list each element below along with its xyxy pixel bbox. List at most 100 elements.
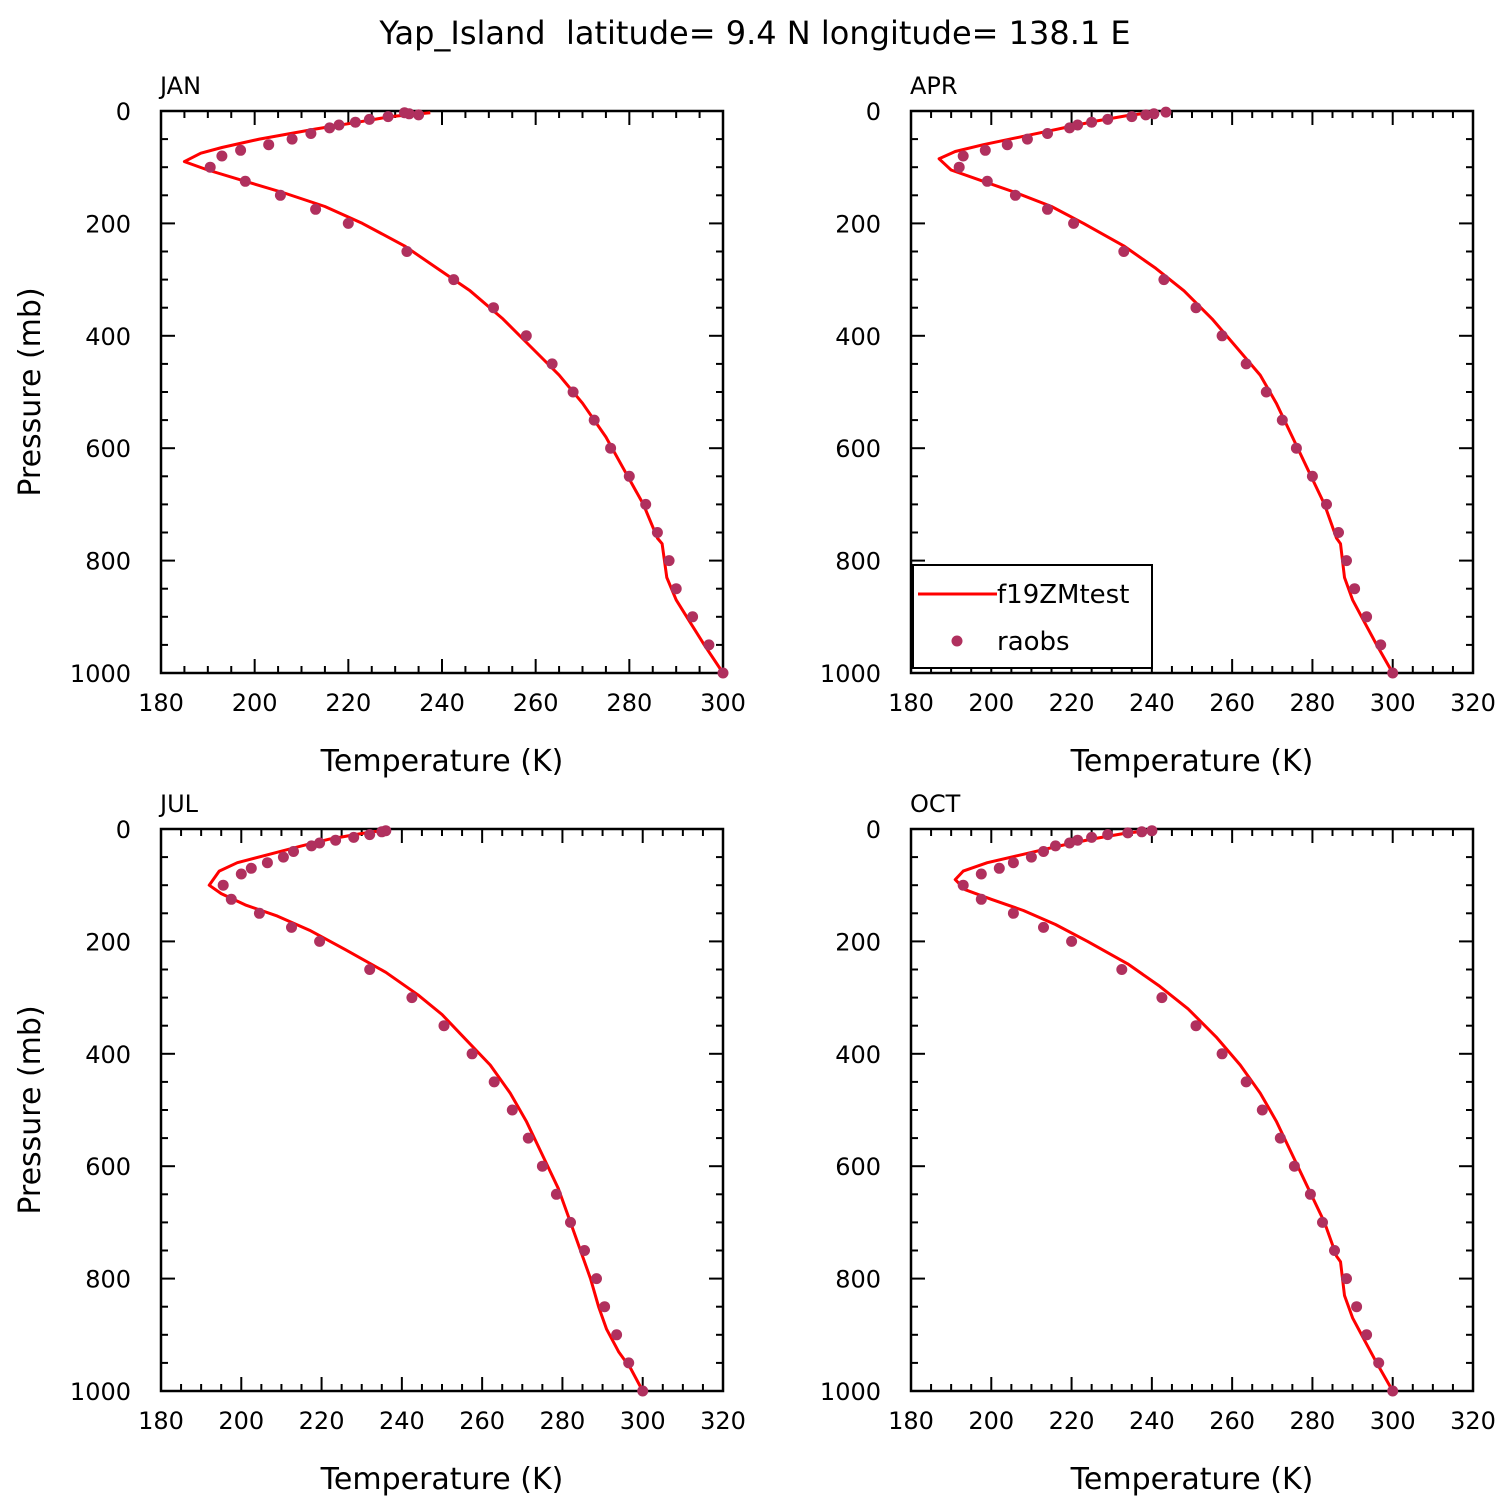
raobs-point (217, 879, 229, 891)
raobs-point (314, 935, 326, 947)
y-tick-label: 200 (835, 928, 881, 956)
y-tick-label: 0 (866, 98, 881, 126)
raobs-point (1349, 583, 1361, 595)
y-tick-label: 800 (85, 548, 131, 576)
raobs-point (588, 414, 600, 426)
series-line-f19ZMtest (207, 828, 645, 1392)
x-tick-label: 200 (218, 1407, 264, 1435)
raobs-point (1001, 139, 1013, 151)
y-tick-label: 400 (835, 323, 881, 351)
raobs-point (1086, 831, 1098, 843)
y-tick-label: 400 (85, 1041, 131, 1069)
figure-title: Yap_Island latitude= 9.4 N longitude= 13… (378, 14, 1130, 52)
x-axis-label: Temperature (K) (1070, 744, 1314, 779)
panel-label: JUL (158, 790, 199, 818)
raobs-point (1190, 302, 1202, 314)
raobs-point (324, 122, 336, 134)
raobs-point (342, 217, 354, 229)
raobs-point (565, 1216, 576, 1228)
raobs-point (364, 829, 376, 841)
y-tick-label: 600 (85, 1153, 131, 1181)
raobs-point (1341, 555, 1352, 567)
raobs-point (235, 144, 247, 156)
raobs-point (253, 907, 265, 919)
raobs-point (1306, 470, 1318, 482)
raobs-point (1375, 639, 1387, 651)
raobs-point (975, 868, 987, 880)
y-tick-label: 200 (85, 928, 131, 956)
raobs-point (1025, 851, 1037, 863)
raobs-point (1009, 189, 1021, 201)
raobs-point (263, 139, 275, 151)
raobs-point (1038, 846, 1049, 857)
legend-label-model: f19ZMtest (997, 580, 1129, 610)
raobs-point (670, 583, 682, 595)
panel-label: OCT (910, 790, 961, 818)
raobs-point (204, 161, 216, 173)
raobs-point (363, 113, 375, 125)
x-tick-label: 280 (1290, 689, 1336, 717)
x-tick-label: 300 (620, 1407, 666, 1435)
raobs-point (413, 109, 425, 121)
raobs-point (1007, 857, 1019, 869)
raobs-point (305, 128, 317, 139)
raobs-point (957, 879, 969, 891)
raobs-point (488, 1076, 500, 1088)
legend: f19ZMtest raobs (912, 564, 1153, 669)
x-tick-label: 220 (1049, 689, 1095, 717)
raobs-point (1216, 1048, 1228, 1060)
raobs-point (1321, 498, 1332, 510)
y-tick-label: 0 (116, 816, 131, 844)
raobs-point (310, 203, 322, 215)
y-axis-label: Pressure (mb) (13, 287, 48, 496)
plot-frame (909, 109, 1475, 675)
raobs-point (1066, 935, 1078, 947)
y-tick-label: 400 (835, 1041, 881, 1069)
y-tick-label: 800 (835, 1266, 881, 1294)
raobs-point (1361, 611, 1373, 623)
raobs-point (599, 1301, 611, 1313)
plot-frame (159, 109, 725, 675)
raobs-point (1118, 246, 1130, 257)
raobs-point (1361, 1329, 1373, 1341)
panels: 180 200 220 240 260 280 300 0 200 400 600 800 1000 Te… (13, 72, 1496, 1497)
raobs-point (981, 175, 993, 187)
raobs-point (438, 1020, 450, 1032)
raobs-point (239, 175, 251, 187)
raobs-point (522, 1132, 534, 1144)
y-tick-label: 1000 (820, 1378, 881, 1406)
raobs-point (330, 834, 342, 846)
x-tick-label: 260 (459, 1407, 505, 1435)
raobs-point (605, 442, 617, 454)
raobs-point (1068, 217, 1080, 229)
y-tick-label: 0 (866, 816, 881, 844)
raobs-point (1333, 527, 1344, 538)
raobs-point (488, 302, 499, 314)
raobs-point (703, 639, 715, 651)
raobs-point (333, 119, 345, 131)
raobs-point (1148, 108, 1160, 120)
y-tick-label: 1000 (70, 660, 131, 688)
raobs-point (637, 1385, 649, 1397)
y-tick-label: 1000 (70, 1378, 131, 1406)
raobs-point (546, 358, 558, 370)
raobs-point (1064, 122, 1076, 134)
x-tick-label: 240 (1129, 689, 1175, 717)
raobs-point (520, 330, 532, 342)
y-tick-label: 0 (116, 98, 131, 126)
x-tick-label: 180 (138, 1407, 184, 1435)
raobs-point (591, 1273, 602, 1285)
x-tick-label: 280 (540, 1407, 586, 1435)
x-tick-label: 300 (1370, 1407, 1416, 1435)
y-tick-label: 400 (85, 323, 131, 351)
raobs-point (401, 246, 413, 257)
x-tick-label: 200 (968, 1407, 1014, 1435)
raobs-point (1240, 358, 1252, 370)
raobs-point (1387, 667, 1399, 679)
raobs-point (1240, 1076, 1252, 1088)
raobs-point (1216, 330, 1228, 342)
raobs-point (1042, 203, 1053, 215)
raobs-point (1274, 1132, 1286, 1144)
raobs-point (1276, 414, 1288, 426)
x-tick-label: 240 (419, 689, 465, 717)
